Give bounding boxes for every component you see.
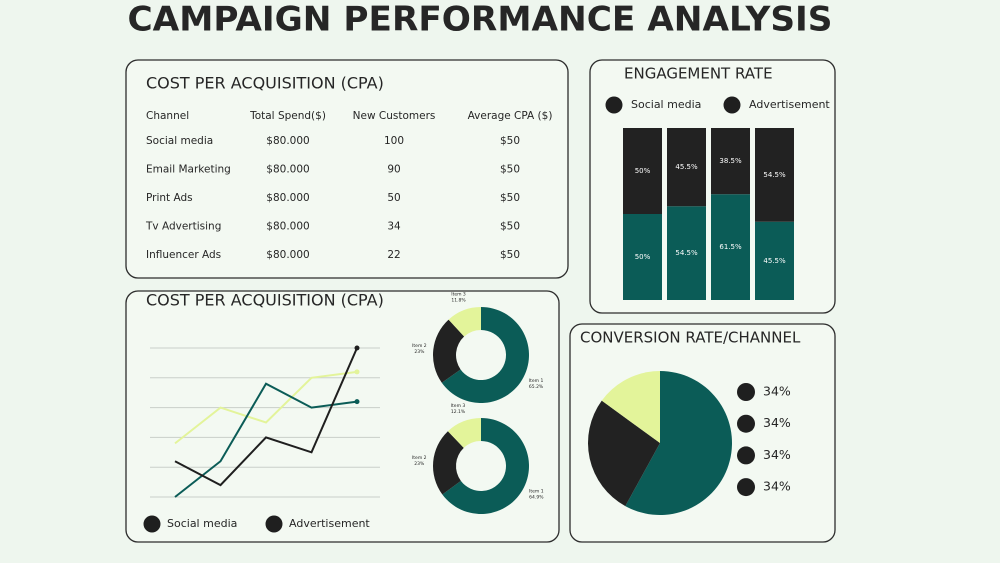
slice-label: Item 1 — [529, 378, 544, 384]
donut-slice — [432, 431, 464, 495]
table-cell: 34 — [387, 221, 401, 233]
legend-marker — [605, 96, 623, 114]
slice-value: 23% — [414, 349, 425, 355]
table-cell: Social media — [146, 135, 213, 147]
table-cell: Influencer Ads — [146, 249, 221, 261]
slice-value: 64.9% — [529, 494, 544, 500]
slice-label: Item 2 — [412, 343, 427, 349]
table-cell: $80.000 — [266, 135, 309, 147]
value-label: 54.5% — [675, 249, 698, 257]
chart-title: COST PER ACQUISITION (CPA) — [146, 291, 384, 310]
table-title: COST PER ACQUISITION (CPA) — [146, 74, 384, 93]
pie-slice — [625, 371, 732, 515]
legend-label: 34% — [763, 447, 791, 462]
value-label: 54.5% — [763, 171, 786, 179]
table-cell: 50 — [387, 192, 400, 204]
value-label: 61.5% — [719, 243, 742, 251]
page-title: CAMPAIGN PERFORMANCE ANALYSIS — [128, 0, 833, 40]
legend-label: Advertisement — [289, 517, 370, 530]
table-cell: 22 — [387, 249, 400, 261]
donut-slice — [442, 418, 529, 514]
point — [354, 399, 360, 405]
point — [354, 369, 360, 375]
bar-segment — [667, 206, 706, 300]
table-cell: $80.000 — [266, 164, 309, 176]
table-header: Average CPA ($) — [468, 110, 553, 122]
table-cell: Print Ads — [146, 192, 193, 204]
value-label: 45.5% — [763, 257, 786, 265]
value-label: 50% — [635, 253, 651, 261]
chart-title: CONVERSION RATE/CHANNEL — [580, 329, 801, 347]
slice-label: Item 3 — [451, 292, 466, 298]
legend-marker — [265, 515, 283, 533]
table-header: Total Spend($) — [249, 110, 326, 122]
bar-segment — [623, 128, 662, 214]
value-label: 50% — [635, 167, 651, 175]
table-header: New Customers — [353, 110, 436, 122]
legend-label: Advertisement — [749, 98, 830, 111]
donut-slice — [441, 307, 529, 404]
point — [354, 345, 360, 351]
value-label: 38.5% — [719, 157, 742, 165]
legend-marker — [737, 414, 755, 433]
chart-title: ENGAGEMENT RATE — [624, 65, 773, 83]
pie-slice — [588, 400, 660, 507]
bar-segment — [755, 128, 794, 222]
legend-label: 34% — [763, 384, 791, 399]
table-cell: $50 — [500, 135, 520, 147]
slice-label: Item 1 — [529, 488, 544, 494]
table-cell: $50 — [500, 164, 520, 176]
table-cell: $50 — [500, 221, 520, 233]
legend-label: 34% — [763, 479, 791, 494]
slice-value: 23% — [414, 461, 425, 467]
table-panel — [125, 59, 569, 279]
legend-marker — [737, 383, 755, 401]
table-cell: $80.000 — [266, 221, 309, 233]
legend-marker — [723, 96, 741, 114]
legend-marker — [143, 515, 161, 533]
legend-label: Social media — [631, 98, 701, 111]
slice-value: 12.1% — [451, 409, 466, 415]
donut-slice — [448, 307, 481, 337]
table-cell: $50 — [500, 249, 520, 261]
table-header: Channel — [146, 110, 189, 122]
legend-marker — [737, 446, 755, 465]
donut-slice — [433, 319, 465, 383]
slice-label: Item 3 — [451, 403, 466, 409]
donut-slice — [447, 418, 481, 448]
table-cell: Email Marketing — [146, 164, 231, 176]
bar-segment — [623, 214, 662, 300]
line — [174, 370, 358, 445]
line — [174, 347, 358, 487]
slice-value: 65.2% — [529, 384, 544, 390]
table-cell: Tv Advertising — [145, 221, 221, 233]
bar-segment — [667, 128, 706, 207]
table-cell: $50 — [500, 192, 520, 204]
pie-slice — [601, 371, 660, 443]
slice-value: 11.8% — [451, 298, 466, 304]
table-cell: $80.000 — [266, 249, 309, 261]
bar-segment — [755, 221, 794, 300]
legend-label: 34% — [763, 415, 791, 430]
table-cell: 100 — [384, 135, 404, 147]
line — [174, 382, 358, 498]
table-cell: $80.000 — [266, 192, 309, 204]
bar-segment — [711, 128, 750, 195]
legend-label: Social media — [167, 517, 237, 530]
table-cell: 90 — [387, 164, 400, 176]
value-label: 45.5% — [675, 163, 698, 171]
slice-label: Item 2 — [412, 455, 427, 461]
bar-segment — [711, 194, 750, 300]
legend-marker — [737, 478, 755, 497]
